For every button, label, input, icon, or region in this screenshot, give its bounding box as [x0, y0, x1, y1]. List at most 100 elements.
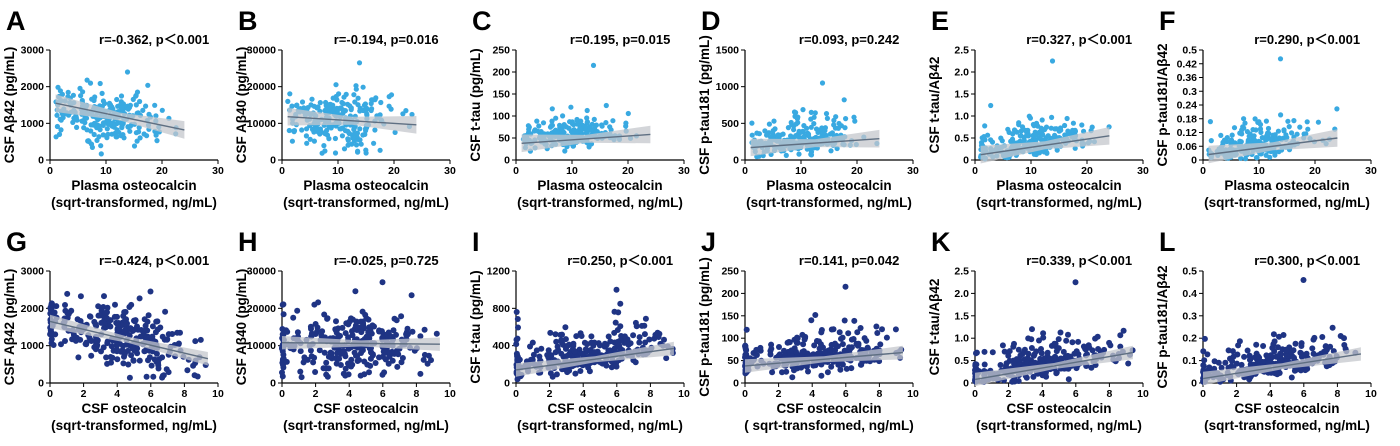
data-point [1069, 339, 1076, 346]
x-axis-title: Plasma osteocalcin [766, 178, 891, 193]
data-point [549, 118, 555, 124]
data-point [338, 126, 344, 132]
x-tick-label: 0 [1200, 165, 1206, 177]
data-point [1079, 122, 1085, 128]
y-tick-label: 2000 [21, 303, 45, 315]
panel-C: Cr=0.195, p=0.015 0 50 100 150 200 250 0 10 20 30 P… [468, 6, 690, 210]
data-point [1230, 353, 1237, 360]
data-point [578, 118, 584, 124]
data-point [632, 359, 639, 366]
data-point [389, 357, 396, 364]
data-point [1021, 138, 1027, 144]
y-tick-label: 0 [504, 155, 510, 167]
data-point [312, 321, 319, 327]
data-point [147, 288, 154, 295]
x-tick-label: 10 [332, 165, 344, 177]
data-point [91, 131, 97, 138]
data-point [818, 329, 825, 336]
data-point [864, 345, 871, 352]
data-point [355, 149, 361, 155]
data-point [294, 307, 301, 314]
x-axis-subtitle: (sqrt-transformed, ng/mL) [51, 418, 217, 433]
data-point [1264, 136, 1270, 142]
data-point [1070, 127, 1076, 133]
data-point [1005, 126, 1011, 132]
data-point [1283, 347, 1290, 354]
data-point [1341, 342, 1348, 348]
data-point [78, 93, 84, 99]
data-point [584, 120, 590, 126]
x-tick-label: 0 [972, 165, 978, 177]
y-tick-label: 0 [733, 378, 739, 390]
data-point [1218, 132, 1224, 138]
data-point [527, 343, 533, 350]
data-point [1242, 156, 1249, 162]
data-point [1297, 349, 1304, 356]
data-point [749, 120, 755, 126]
data-point [1030, 352, 1037, 359]
data-point [363, 147, 369, 153]
data-point [1322, 343, 1329, 350]
y-tick-label: 1.5 [954, 89, 969, 101]
data-point [341, 146, 348, 152]
data-point [545, 347, 552, 354]
data-point [403, 108, 409, 114]
data-point [153, 350, 160, 357]
data-point [345, 334, 352, 341]
data-point [1264, 354, 1271, 360]
panel-letter: H [238, 227, 258, 257]
data-point [385, 329, 392, 336]
data-point [591, 349, 598, 356]
data-point [1107, 342, 1114, 349]
data-point [1272, 152, 1278, 158]
data-point [1255, 353, 1261, 360]
x-tick-label: 0 [47, 388, 53, 400]
data-point [1208, 138, 1214, 144]
data-point [372, 360, 379, 366]
data-point [1310, 350, 1317, 357]
y-tick-label: 100 [721, 333, 739, 345]
data-point [308, 353, 315, 360]
data-point [982, 123, 988, 129]
data-point [100, 98, 106, 104]
x-axis-title: CSF osteocalcin [776, 401, 881, 416]
data-point [377, 147, 383, 153]
data-point [1036, 337, 1042, 344]
data-point [989, 349, 996, 356]
data-point [116, 129, 122, 135]
data-point [1289, 130, 1295, 136]
data-point [363, 105, 369, 111]
data-point [323, 371, 330, 378]
data-point [592, 125, 598, 132]
y-tick-label: 0 [270, 155, 276, 167]
data-point [1207, 119, 1213, 125]
data-point [780, 131, 786, 137]
data-point [343, 91, 349, 97]
x-axis-subtitle: (sqrt-transformed, ng/mL) [517, 195, 683, 210]
data-point [605, 333, 612, 340]
x-axis-title: CSF osteocalcin [547, 401, 652, 416]
stat-annotation: r=0.250, p＜0.001 [567, 253, 673, 268]
data-point [137, 135, 143, 141]
y-tick-label: 0.24 [1177, 100, 1198, 112]
y-tick-label: 3000 [21, 266, 45, 278]
data-point [337, 362, 344, 368]
x-tick-label: 0 [1200, 388, 1206, 400]
data-point [287, 91, 293, 97]
panel-G: Gr=-0.424, p＜0.001 0 1000 2000 3000 0 2 4 6 8 10 CS… [2, 227, 224, 433]
data-point [843, 365, 850, 372]
data-point [1222, 359, 1229, 366]
data-point [364, 112, 370, 118]
data-point [332, 135, 338, 142]
data-point [100, 120, 107, 126]
data-point [812, 110, 818, 116]
data-point [365, 329, 372, 336]
data-point [838, 360, 845, 367]
data-point [1019, 124, 1026, 130]
data-point [973, 361, 980, 368]
data-point [824, 369, 831, 376]
data-point [82, 120, 88, 126]
data-point [547, 370, 554, 377]
data-point [1011, 127, 1018, 133]
data-point [812, 312, 819, 318]
